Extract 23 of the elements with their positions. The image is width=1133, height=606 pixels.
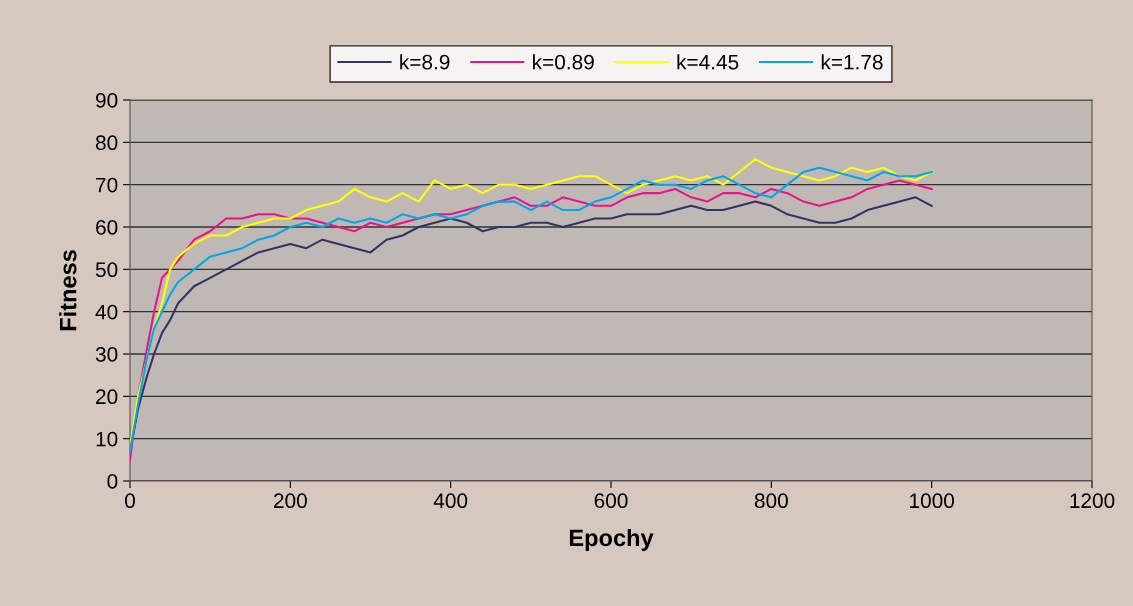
y-tick-label: 20 xyxy=(96,389,118,405)
x-tick-label: 1200 xyxy=(1070,493,1115,509)
y-tick-label: 80 xyxy=(95,135,118,151)
y-tick-label: 70 xyxy=(96,177,118,193)
x-tick-label: 200 xyxy=(274,493,307,509)
y-tick-label: 0 xyxy=(107,474,118,489)
y-tick-label: 60 xyxy=(96,220,118,235)
legend-label: k=0.89 xyxy=(533,54,594,70)
x-tick-label: 400 xyxy=(433,493,468,509)
x-axis-title: Epochy xyxy=(569,528,654,551)
legend-label: k=8.9 xyxy=(400,54,450,70)
legend-label: k=1.78 xyxy=(821,54,883,70)
x-tick-label: 800 xyxy=(754,493,788,509)
y-tick-label: 50 xyxy=(95,262,118,278)
y-tick-label: 30 xyxy=(95,347,118,362)
y-tick-label: 40 xyxy=(95,304,118,320)
x-tick-label: 0 xyxy=(125,493,135,509)
legend-label: k=4.45 xyxy=(677,54,739,70)
y-tick-label: 90 xyxy=(96,93,118,108)
y-axis-title: Fitness xyxy=(59,250,77,331)
x-tick-label: 600 xyxy=(594,493,628,509)
y-tick-label: 10 xyxy=(96,431,118,447)
x-tick-label: 1000 xyxy=(910,493,955,509)
